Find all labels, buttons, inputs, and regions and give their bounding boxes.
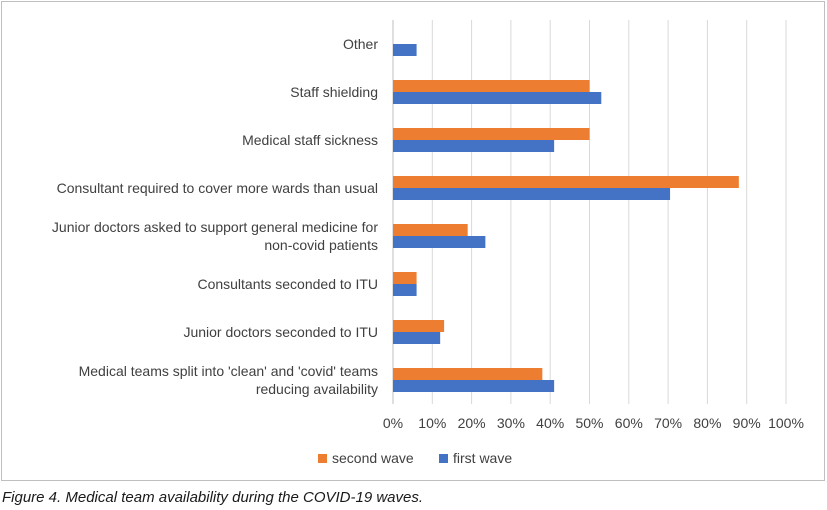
- x-tick-label: 90%: [733, 415, 761, 431]
- x-tick-labels: 0% 10% 20% 30% 40% 50% 60% 70% 80% 90% 100%: [383, 415, 804, 431]
- bar-first-wave: [393, 236, 486, 248]
- category-label: Medical staff sickness: [242, 132, 378, 148]
- x-tick-label: 60%: [615, 415, 643, 431]
- figure-caption: Figure 4. Medical team availability duri…: [2, 489, 424, 506]
- category-labels: Other Staff shielding Medical staff sickne…: [52, 36, 378, 397]
- bar-second-wave: [393, 176, 739, 188]
- x-tick-label: 0%: [383, 415, 403, 431]
- bar-second-wave: [393, 368, 543, 380]
- bar-first-wave: [393, 188, 671, 200]
- chart-frame: Other Staff shielding Medical staff sickne…: [1, 1, 825, 481]
- category-label: Other: [343, 36, 378, 52]
- bar-first-wave: [393, 332, 441, 344]
- bar-second-wave: [393, 320, 445, 332]
- legend-label: second wave: [332, 450, 414, 466]
- bars: [393, 44, 739, 392]
- bar-second-wave: [393, 128, 590, 140]
- bar-first-wave: [393, 44, 417, 56]
- x-tick-label: 40%: [536, 415, 564, 431]
- x-tick-label: 10%: [418, 415, 446, 431]
- category-label: Staff shielding: [290, 84, 378, 100]
- x-tick-label: 70%: [654, 415, 682, 431]
- x-tick-label: 50%: [575, 415, 603, 431]
- legend-swatch: [318, 454, 327, 463]
- legend-label: first wave: [453, 450, 512, 466]
- x-tick-label: 80%: [693, 415, 721, 431]
- category-label: Medical teams split into 'clean' and 'co…: [79, 363, 378, 397]
- category-label: Consultant required to cover more wards …: [57, 180, 378, 196]
- category-label: Junior doctors asked to support general …: [52, 219, 378, 253]
- x-tick-label: 30%: [497, 415, 525, 431]
- bar-second-wave: [393, 224, 468, 236]
- category-label: Junior doctors seconded to ITU: [183, 324, 378, 340]
- category-label: Consultants seconded to ITU: [197, 276, 378, 292]
- legend-swatch: [439, 454, 448, 463]
- bar-first-wave: [393, 140, 555, 152]
- bar-second-wave: [393, 80, 590, 92]
- legend: second wave first wave: [318, 450, 512, 466]
- bar-first-wave: [393, 92, 602, 104]
- bar-first-wave: [393, 380, 555, 392]
- bar-first-wave: [393, 284, 417, 296]
- gridlines: [392, 20, 787, 404]
- x-tick-label: 20%: [458, 415, 486, 431]
- x-tick-label: 100%: [768, 415, 804, 431]
- bar-chart: Other Staff shielding Medical staff sickne…: [52, 20, 804, 466]
- bar-second-wave: [393, 272, 417, 284]
